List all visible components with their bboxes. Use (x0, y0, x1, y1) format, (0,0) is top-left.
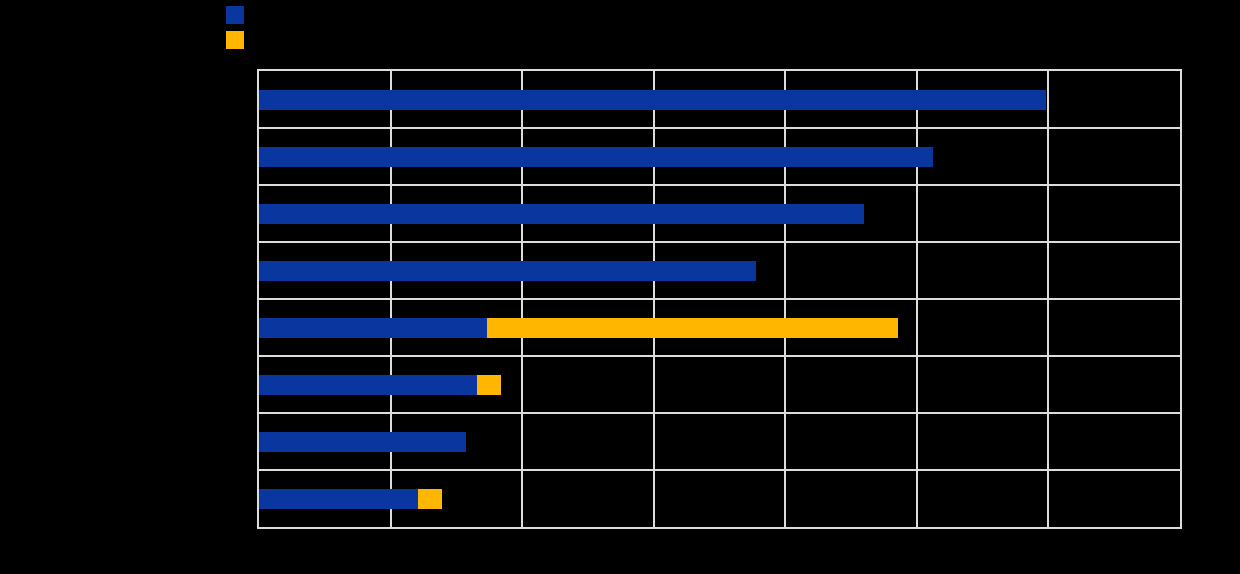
bar-segment-series-blue (259, 203, 865, 224)
legend-swatch-orange-icon (226, 31, 244, 49)
bar-segment-series-blue (259, 488, 419, 509)
y-gridline (259, 355, 1180, 357)
y-gridline (259, 184, 1180, 186)
bar-segment-series-blue (259, 431, 466, 452)
y-gridline (259, 241, 1180, 243)
bar-row (259, 242, 1180, 299)
plot-area (257, 69, 1182, 529)
bar-row (259, 299, 1180, 356)
bar-row (259, 71, 1180, 128)
y-gridline (259, 127, 1180, 129)
bar-segment-series-blue (259, 260, 757, 281)
bar-segment-series-blue (259, 89, 1046, 110)
bar-row (259, 413, 1180, 470)
y-gridline (259, 469, 1180, 471)
bar-row (259, 185, 1180, 242)
bar-segment-series-blue (259, 146, 933, 167)
bar-segment-series-orange (418, 488, 442, 509)
y-gridline (259, 412, 1180, 414)
bar-segment-series-blue (259, 374, 478, 395)
bar-segment-series-blue (259, 317, 487, 338)
chart-legend (226, 6, 426, 56)
bar-segment-series-orange (486, 317, 899, 338)
y-gridline (259, 298, 1180, 300)
bar-row (259, 128, 1180, 185)
legend-swatch-blue-icon (226, 6, 244, 24)
bar-row (259, 470, 1180, 527)
bar-segment-series-orange (477, 374, 502, 395)
bar-row (259, 356, 1180, 413)
